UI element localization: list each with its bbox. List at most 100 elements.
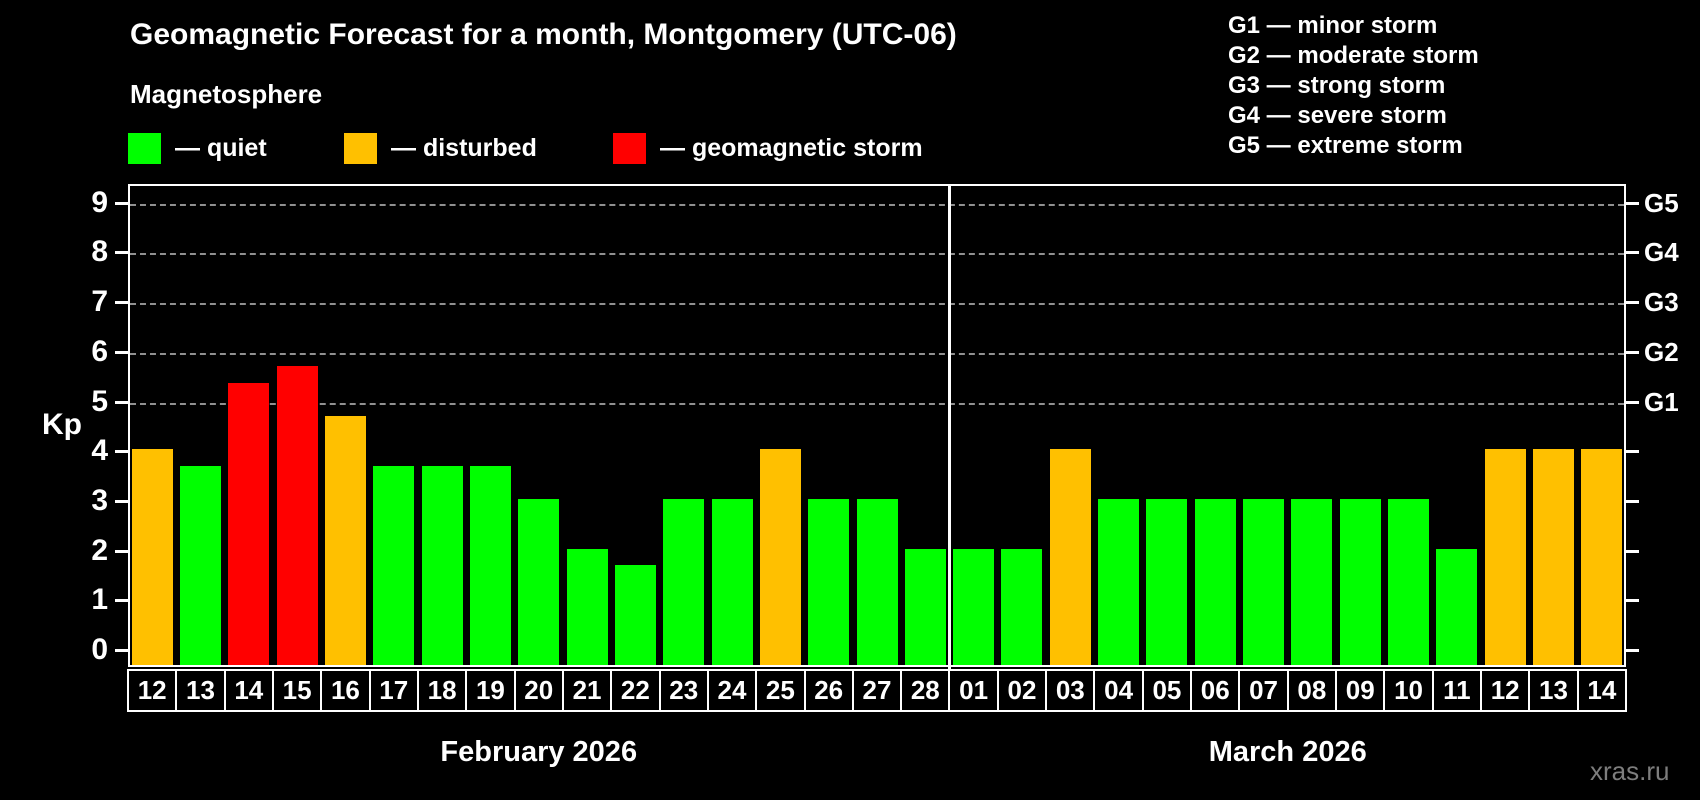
g-scale-label-g1: G1 (1644, 386, 1679, 417)
day-label-february-28: 28 (900, 669, 951, 712)
g-scale-label-g2: G2 (1644, 336, 1679, 367)
kp-bar-march-01 (953, 548, 995, 665)
day-label-february-23: 23 (658, 669, 709, 712)
kp-bar-march-13 (1533, 449, 1575, 665)
day-label-march-08: 08 (1286, 669, 1338, 712)
y-tick-3 (115, 499, 128, 503)
kp-bar-march-03 (1049, 449, 1091, 665)
day-label-march-13: 13 (1528, 669, 1579, 712)
watermark: xras.ru (1590, 756, 1670, 786)
day-label-march-03: 03 (1045, 669, 1096, 712)
g-legend-line-g5: G5 — extreme storm (1228, 132, 1463, 159)
kp-bar-february-26 (808, 498, 850, 665)
day-label-february-22: 22 (610, 669, 661, 712)
legend-label-storm: — geomagnetic storm (660, 133, 923, 162)
kp-bar-march-07 (1243, 498, 1285, 665)
day-label-march-11: 11 (1431, 669, 1483, 712)
y-tick-label-6: 6 (91, 334, 108, 368)
legend-item-quiet: — quiet (128, 132, 267, 164)
day-label-february-24: 24 (706, 669, 758, 712)
kp-bar-february-16 (324, 415, 366, 665)
y-tick-9 (115, 201, 128, 205)
kp-bar-february-15 (276, 366, 318, 665)
y-tick-1 (115, 599, 128, 603)
kp-bar-march-11 (1436, 548, 1478, 665)
right-y-tick-6 (1626, 350, 1639, 354)
day-label-february-15: 15 (271, 669, 323, 712)
g-legend-line-g2: G2 — moderate storm (1228, 42, 1479, 69)
kp-bar-february-12 (131, 449, 173, 665)
y-tick-label-0: 0 (91, 633, 108, 666)
right-y-tick-2 (1626, 549, 1639, 553)
kp-axis-label: Kp (42, 408, 82, 442)
day-label-march-04: 04 (1093, 669, 1144, 712)
g-scale-legend: G1 — minor storm G2 — moderate storm G3 … (1228, 11, 1479, 161)
right-y-tick-0 (1626, 649, 1639, 652)
y-tick-7 (115, 301, 128, 305)
month-label-february: February 2026 (440, 736, 638, 768)
gridline-kp5 (130, 402, 1624, 405)
plot-area (128, 184, 1626, 669)
kp-bar-march-06 (1194, 498, 1236, 665)
y-tick-label-5: 5 (91, 384, 108, 418)
day-label-february-14: 14 (223, 669, 274, 712)
right-y-tick-7 (1626, 301, 1639, 305)
right-y-tick-3 (1626, 499, 1639, 503)
legend-item-storm: — geomagnetic storm (613, 132, 923, 164)
gridline-kp6 (130, 352, 1624, 355)
day-label-march-01: 01 (948, 669, 999, 712)
kp-bar-february-13 (179, 465, 221, 665)
y-tick-2 (115, 549, 128, 553)
day-label-february-27: 27 (851, 669, 903, 712)
g-scale-label-g4: G4 (1644, 237, 1679, 268)
y-tick-label-7: 7 (91, 285, 108, 319)
day-label-february-26: 26 (803, 669, 854, 712)
legend-label-quiet: — quiet (175, 133, 267, 162)
day-label-march-10: 10 (1383, 669, 1434, 712)
kp-bar-february-27 (856, 498, 898, 665)
day-label-february-12: 12 (127, 669, 178, 712)
y-tick-label-9: 9 (91, 185, 108, 219)
day-label-february-16: 16 (320, 669, 371, 712)
kp-bar-march-05 (1146, 498, 1188, 665)
day-label-february-19: 19 (465, 669, 516, 712)
storm-swatch-icon (613, 132, 646, 164)
right-y-tick-9 (1626, 201, 1639, 205)
y-tick-label-3: 3 (91, 483, 108, 517)
kp-bar-february-28 (904, 548, 946, 665)
day-label-february-20: 20 (513, 669, 564, 712)
day-label-february-17: 17 (368, 669, 419, 712)
quiet-swatch-icon (128, 132, 161, 164)
day-label-march-14: 14 (1576, 669, 1627, 712)
month-separator (948, 186, 952, 669)
gridline-kp9 (130, 203, 1624, 206)
g-legend-line-g3: G3 — strong storm (1228, 72, 1446, 99)
legend-label-disturbed: — disturbed (391, 133, 537, 162)
kp-bar-february-25 (759, 449, 801, 665)
kp-bar-march-09 (1339, 498, 1381, 665)
disturbed-swatch-icon (344, 132, 377, 164)
kp-bar-february-20 (518, 498, 560, 665)
day-label-march-05: 05 (1141, 669, 1193, 712)
g-legend-line-g4: G4 — severe storm (1228, 102, 1447, 129)
kp-bar-march-10 (1388, 498, 1430, 665)
day-label-march-06: 06 (1190, 669, 1241, 712)
kp-bar-february-17 (373, 465, 415, 665)
month-label-march: March 2026 (1208, 736, 1367, 768)
day-label-march-12: 12 (1480, 669, 1531, 712)
right-y-tick-8 (1626, 251, 1639, 255)
y-tick-8 (115, 251, 128, 255)
y-tick-5 (115, 400, 128, 404)
day-label-february-18: 18 (416, 669, 468, 712)
day-label-february-25: 25 (755, 669, 806, 712)
y-tick-label-8: 8 (91, 235, 108, 269)
kp-bar-march-14 (1581, 449, 1623, 665)
g-scale-label-g5: G5 (1644, 187, 1679, 218)
page-title: Geomagnetic Forecast for a month, Montgo… (130, 18, 957, 51)
y-tick-4 (115, 450, 128, 454)
day-label-march-09: 09 (1335, 669, 1386, 712)
y-tick-label-1: 1 (91, 583, 108, 617)
gridline-kp7 (130, 303, 1624, 306)
day-label-february-13: 13 (175, 669, 226, 712)
